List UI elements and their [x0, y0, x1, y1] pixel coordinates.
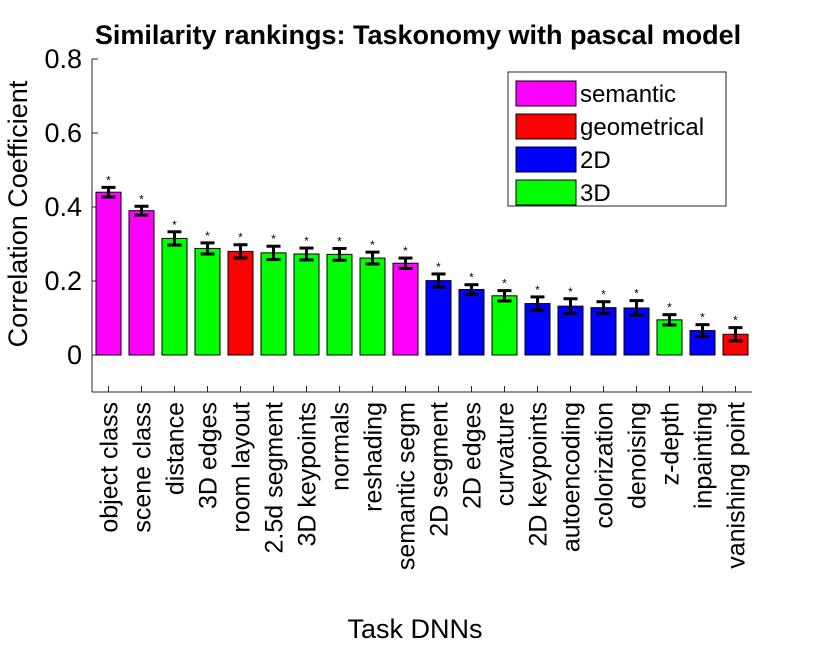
x-tick-label: colorization: [591, 402, 619, 528]
x-tick-label: normals: [327, 402, 355, 491]
legend-label: 2D: [580, 147, 611, 174]
significance-mark: *: [733, 314, 738, 328]
x-tick-label: reshading: [360, 402, 388, 512]
significance-mark: *: [205, 229, 210, 243]
significance-mark: *: [238, 231, 243, 245]
y-tick-label: 0.2: [44, 266, 82, 296]
bar: [359, 257, 386, 356]
y-tick-label: 0.4: [44, 192, 82, 222]
bar: [491, 295, 518, 356]
significance-mark: *: [172, 218, 177, 232]
x-tick-label: room layout: [228, 402, 256, 533]
bar: [425, 280, 452, 356]
legend: semantic geometrical 2D 3D: [507, 71, 727, 207]
significance-mark: *: [502, 277, 507, 291]
bar: [194, 247, 221, 356]
legend-swatch: [515, 146, 577, 173]
y-tick-label: 0: [67, 340, 82, 370]
x-axis-label: Task DNNs: [347, 614, 482, 644]
bar: [227, 250, 254, 356]
bar: [557, 305, 584, 356]
bar: [95, 191, 122, 356]
bar: [458, 289, 485, 356]
x-tick-label: distance: [162, 402, 190, 495]
y-tick-label: 0.8: [44, 44, 82, 74]
significance-mark: *: [403, 244, 408, 258]
plot-area: 0 0.2 0.4 0.6 0.8 * object class * scene class * d…: [44, 44, 752, 570]
x-tick-label: vanishing point: [723, 402, 751, 569]
x-tick-label: semantic segm: [393, 402, 421, 570]
x-tick-label: denoising: [624, 402, 652, 509]
bar: [392, 262, 419, 356]
significance-mark: *: [436, 260, 441, 274]
bar: [128, 210, 155, 356]
x-tick-label: 2D keypoints: [525, 402, 553, 547]
legend-swatch: [515, 179, 577, 206]
bar: [326, 253, 353, 356]
significance-mark: *: [370, 238, 375, 252]
legend-label: geometrical: [580, 114, 704, 141]
significance-mark: *: [601, 288, 606, 302]
x-tick-label: curvature: [492, 402, 520, 506]
significance-mark: *: [700, 311, 705, 325]
bar: [161, 237, 188, 356]
significance-mark: *: [535, 283, 540, 297]
significance-mark: *: [106, 173, 111, 187]
significance-mark: *: [139, 192, 144, 206]
y-tick-label: 0.6: [44, 118, 82, 148]
y-axis-label: Correlation Coefficient: [3, 80, 33, 347]
x-tick-label: 3D keypoints: [294, 402, 322, 547]
x-tick-label: scene class: [129, 402, 157, 533]
significance-mark: *: [469, 271, 474, 285]
chart-title: Similarity rankings: Taskonomy with pasc…: [95, 20, 741, 50]
significance-mark: *: [634, 287, 639, 301]
bar: [293, 253, 320, 356]
x-tick-label: z-depth: [657, 402, 685, 485]
significance-mark: *: [271, 232, 276, 246]
legend-label: 3D: [580, 180, 611, 207]
x-tick-label: 2D edges: [459, 402, 487, 509]
x-tick-label: autoencoding: [558, 402, 586, 552]
x-tick-label: inpainting: [690, 402, 718, 509]
significance-mark: *: [667, 301, 672, 315]
legend-label: semantic: [580, 81, 676, 108]
significance-mark: *: [337, 234, 342, 248]
bar: [260, 252, 287, 356]
x-tick-label: 2.5d segment: [261, 402, 289, 554]
significance-mark: *: [304, 234, 309, 248]
x-tick-label: object class: [96, 402, 124, 533]
x-tick-label: 3D edges: [195, 402, 223, 509]
bar: [524, 303, 551, 356]
legend-swatch: [515, 80, 577, 107]
x-tick-label: 2D segment: [426, 402, 454, 537]
legend-swatch: [515, 113, 577, 140]
significance-mark: *: [568, 285, 573, 299]
